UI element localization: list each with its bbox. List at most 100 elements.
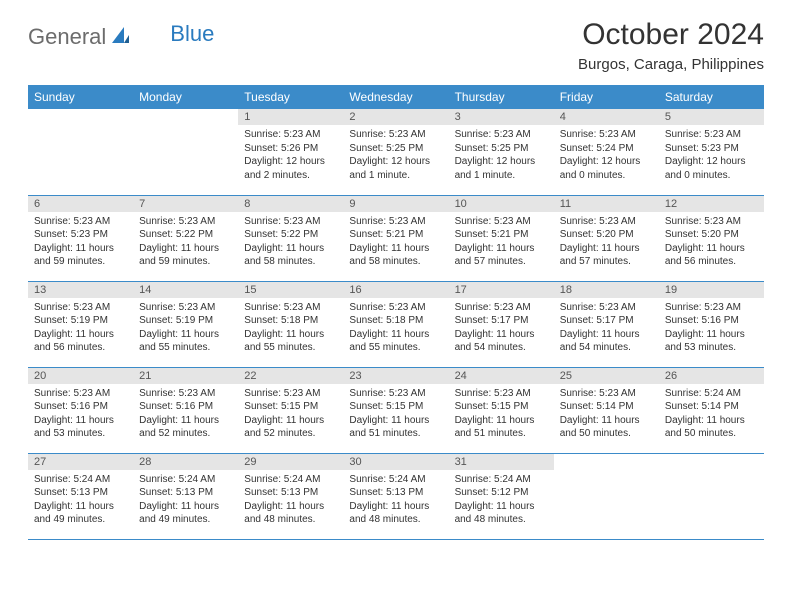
day-number: 20 <box>28 368 133 384</box>
calendar-week-row: 13Sunrise: 5:23 AMSunset: 5:19 PMDayligh… <box>28 281 764 367</box>
day-line: Sunset: 5:16 PM <box>665 314 758 328</box>
day-line: Sunset: 5:24 PM <box>560 142 653 156</box>
day-line: Daylight: 11 hours and 50 minutes. <box>560 414 653 441</box>
day-number: 15 <box>238 282 343 298</box>
calendar-day-cell: 28Sunrise: 5:24 AMSunset: 5:13 PMDayligh… <box>133 453 238 539</box>
day-line: Daylight: 12 hours and 1 minute. <box>349 155 442 182</box>
day-line: Sunset: 5:25 PM <box>349 142 442 156</box>
calendar-day-cell: 2Sunrise: 5:23 AMSunset: 5:25 PMDaylight… <box>343 109 448 195</box>
day-line: Daylight: 11 hours and 59 minutes. <box>34 242 127 269</box>
day-body: Sunrise: 5:23 AMSunset: 5:18 PMDaylight:… <box>343 298 448 359</box>
day-body: Sunrise: 5:24 AMSunset: 5:13 PMDaylight:… <box>133 470 238 531</box>
day-line: Daylight: 11 hours and 50 minutes. <box>665 414 758 441</box>
day-number: 31 <box>449 454 554 470</box>
day-line: Daylight: 11 hours and 53 minutes. <box>34 414 127 441</box>
day-line: Daylight: 12 hours and 2 minutes. <box>244 155 337 182</box>
day-line: Daylight: 11 hours and 56 minutes. <box>665 242 758 269</box>
day-line: Sunset: 5:18 PM <box>349 314 442 328</box>
calendar-day-cell: 21Sunrise: 5:23 AMSunset: 5:16 PMDayligh… <box>133 367 238 453</box>
day-line: Sunrise: 5:23 AM <box>560 387 653 401</box>
calendar-day-cell: 3Sunrise: 5:23 AMSunset: 5:25 PMDaylight… <box>449 109 554 195</box>
day-line: Sunrise: 5:23 AM <box>349 215 442 229</box>
day-line: Sunrise: 5:24 AM <box>34 473 127 487</box>
logo-sail-icon <box>110 25 130 50</box>
day-number: 4 <box>554 109 659 125</box>
day-body: Sunrise: 5:23 AMSunset: 5:25 PMDaylight:… <box>343 125 448 186</box>
day-line: Sunrise: 5:23 AM <box>139 215 232 229</box>
day-header: Tuesday <box>238 85 343 109</box>
calendar-day-cell: 17Sunrise: 5:23 AMSunset: 5:17 PMDayligh… <box>449 281 554 367</box>
day-line: Daylight: 11 hours and 57 minutes. <box>560 242 653 269</box>
day-line: Daylight: 11 hours and 54 minutes. <box>455 328 548 355</box>
calendar-day-cell: 12Sunrise: 5:23 AMSunset: 5:20 PMDayligh… <box>659 195 764 281</box>
day-body: Sunrise: 5:23 AMSunset: 5:14 PMDaylight:… <box>554 384 659 445</box>
day-line: Sunrise: 5:23 AM <box>455 301 548 315</box>
day-number: 25 <box>554 368 659 384</box>
logo-text-general: General <box>28 24 106 50</box>
day-line: Daylight: 11 hours and 59 minutes. <box>139 242 232 269</box>
day-line: Daylight: 11 hours and 57 minutes. <box>455 242 548 269</box>
day-body: Sunrise: 5:23 AMSunset: 5:22 PMDaylight:… <box>238 212 343 273</box>
calendar-day-cell: 1Sunrise: 5:23 AMSunset: 5:26 PMDaylight… <box>238 109 343 195</box>
day-number <box>28 109 133 125</box>
day-line: Sunset: 5:19 PM <box>139 314 232 328</box>
day-body: Sunrise: 5:23 AMSunset: 5:15 PMDaylight:… <box>449 384 554 445</box>
day-line: Daylight: 11 hours and 55 minutes. <box>349 328 442 355</box>
day-body: Sunrise: 5:23 AMSunset: 5:17 PMDaylight:… <box>554 298 659 359</box>
day-line: Daylight: 11 hours and 49 minutes. <box>34 500 127 527</box>
day-line: Daylight: 11 hours and 55 minutes. <box>139 328 232 355</box>
day-line: Sunset: 5:13 PM <box>139 486 232 500</box>
day-line: Daylight: 11 hours and 58 minutes. <box>349 242 442 269</box>
location: Burgos, Caraga, Philippines <box>578 56 764 73</box>
day-line: Sunset: 5:18 PM <box>244 314 337 328</box>
day-body: Sunrise: 5:23 AMSunset: 5:24 PMDaylight:… <box>554 125 659 186</box>
day-header: Monday <box>133 85 238 109</box>
calendar-day-cell: 27Sunrise: 5:24 AMSunset: 5:13 PMDayligh… <box>28 453 133 539</box>
calendar-day-cell: 11 Sunrise: 5:23 AMSunset: 5:20 PMDayligh… <box>554 195 659 281</box>
calendar-day-cell: 10Sunrise: 5:23 AMSunset: 5:21 PMDayligh… <box>449 195 554 281</box>
calendar-day-cell: 31Sunrise: 5:24 AMSunset: 5:12 PMDayligh… <box>449 453 554 539</box>
day-line: Sunset: 5:26 PM <box>244 142 337 156</box>
day-line: Sunrise: 5:23 AM <box>455 215 548 229</box>
calendar-day-cell <box>554 453 659 539</box>
calendar-body: 1Sunrise: 5:23 AMSunset: 5:26 PMDaylight… <box>28 109 764 539</box>
day-line: Sunset: 5:15 PM <box>244 400 337 414</box>
day-body: Sunrise: 5:23 AMSunset: 5:25 PMDaylight:… <box>449 125 554 186</box>
day-header: Saturday <box>659 85 764 109</box>
day-body: Sunrise: 5:23 AMSunset: 5:16 PMDaylight:… <box>133 384 238 445</box>
day-line: Sunrise: 5:23 AM <box>244 301 337 315</box>
calendar-day-cell: 16Sunrise: 5:23 AMSunset: 5:18 PMDayligh… <box>343 281 448 367</box>
day-number: 12 <box>659 196 764 212</box>
calendar-day-cell: 24Sunrise: 5:23 AMSunset: 5:15 PMDayligh… <box>449 367 554 453</box>
month-title: October 2024 <box>578 18 764 52</box>
day-line: Daylight: 11 hours and 48 minutes. <box>455 500 548 527</box>
day-line: Sunset: 5:20 PM <box>560 228 653 242</box>
day-number: 5 <box>659 109 764 125</box>
day-number: 23 <box>343 368 448 384</box>
day-number: 14 <box>133 282 238 298</box>
day-line: Sunset: 5:22 PM <box>244 228 337 242</box>
day-body: Sunrise: 5:24 AMSunset: 5:13 PMDaylight:… <box>343 470 448 531</box>
day-number: 18 <box>554 282 659 298</box>
day-number: 28 <box>133 454 238 470</box>
day-line: Sunset: 5:22 PM <box>139 228 232 242</box>
day-line: Daylight: 11 hours and 55 minutes. <box>244 328 337 355</box>
day-line: Sunset: 5:14 PM <box>560 400 653 414</box>
day-line: Sunrise: 5:24 AM <box>349 473 442 487</box>
title-block: October 2024 Burgos, Caraga, Philippines <box>578 18 764 73</box>
day-body <box>28 125 133 132</box>
calendar-day-cell: 25Sunrise: 5:23 AMSunset: 5:14 PMDayligh… <box>554 367 659 453</box>
day-body: Sunrise: 5:23 AMSunset: 5:15 PMDaylight:… <box>238 384 343 445</box>
day-line: Sunrise: 5:24 AM <box>665 387 758 401</box>
day-number: 11 <box>554 196 659 212</box>
day-body: Sunrise: 5:23 AMSunset: 5:23 PMDaylight:… <box>659 125 764 186</box>
day-body: Sunrise: 5:24 AMSunset: 5:13 PMDaylight:… <box>28 470 133 531</box>
day-body: Sunrise: 5:23 AMSunset: 5:22 PMDaylight:… <box>133 212 238 273</box>
day-body: Sunrise: 5:23 AMSunset: 5:16 PMDaylight:… <box>28 384 133 445</box>
day-line: Sunrise: 5:23 AM <box>560 215 653 229</box>
day-line: Sunrise: 5:23 AM <box>560 301 653 315</box>
calendar-day-cell <box>28 109 133 195</box>
day-number: 7 <box>133 196 238 212</box>
day-line: Sunrise: 5:24 AM <box>244 473 337 487</box>
day-line: Sunset: 5:21 PM <box>455 228 548 242</box>
